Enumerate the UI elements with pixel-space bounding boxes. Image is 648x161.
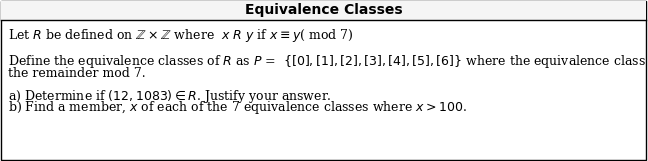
Bar [1, 1, 646, 20]
Text: a) Determine if $(12, 1083) \in \mathit{R}$. Justify your answer.: a) Determine if $(12, 1083) \in \mathit{… [8, 87, 332, 104]
Text: b) Find a member, $\mathit{x}$ of each of the 7 equivalence classes where $\math: b) Find a member, $\mathit{x}$ of each o… [8, 99, 467, 117]
Text: Equivalence Classes: Equivalence Classes [245, 3, 403, 16]
Text: Define the equivalence classes of $\mathit{R}$ as $\mathit{P}$ =  $\{[0], [1], [: Define the equivalence classes of $\math… [8, 52, 648, 70]
Text: Let $\mathit{R}$ be defined on $\mathbb{Z} \times \mathbb{Z}$ where  $\mathit{x}: Let $\mathit{R}$ be defined on $\mathbb{… [8, 27, 354, 43]
Text: the remainder mod 7.: the remainder mod 7. [8, 66, 146, 80]
